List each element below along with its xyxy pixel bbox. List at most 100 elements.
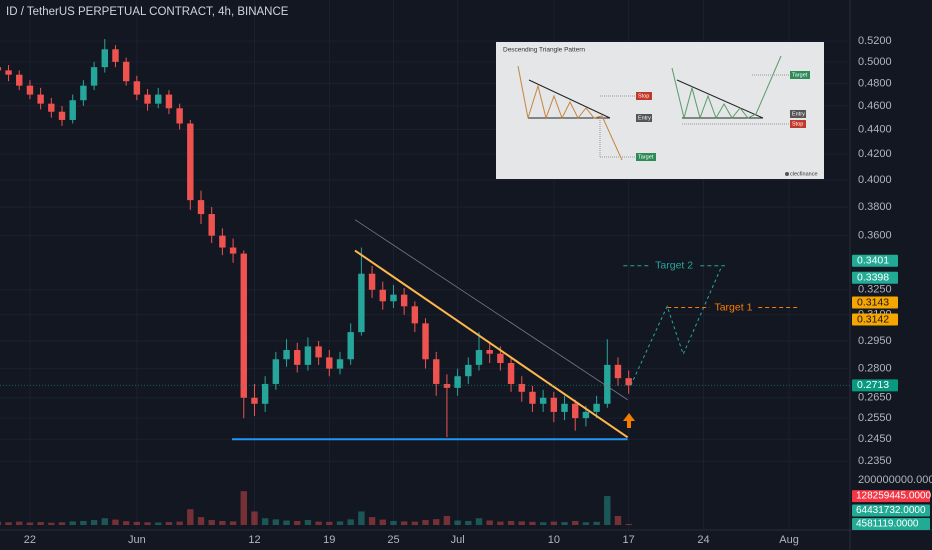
volume-bar	[368, 517, 376, 525]
candle-body	[529, 391, 536, 404]
trend-line	[630, 266, 723, 386]
candle-body	[48, 103, 55, 112]
candle-body	[261, 383, 269, 404]
candle-body	[219, 235, 226, 248]
volume-bar	[69, 521, 76, 525]
volume-bar	[604, 496, 611, 525]
candle-body	[358, 273, 365, 333]
candle-body	[240, 253, 247, 398]
volume-bar	[16, 521, 23, 525]
volume-bar	[5, 522, 12, 525]
x-tick-label: 12	[248, 534, 260, 546]
volume-bar	[593, 521, 600, 525]
volume-bar	[187, 509, 194, 525]
volume-bar	[294, 520, 301, 525]
candle-body	[336, 359, 344, 369]
volume-tick-label: 200000000.0000	[858, 474, 932, 486]
volume-bar	[90, 520, 98, 525]
volume-bar	[326, 521, 333, 525]
volume-bar	[240, 491, 247, 525]
candle-body	[283, 350, 290, 360]
price-tag-label: 0.3143	[857, 296, 889, 308]
candle-body	[165, 94, 173, 109]
candle-body	[16, 74, 23, 86]
y-tick-label: 0.2450	[858, 433, 892, 445]
target-label: Target 1	[714, 301, 752, 313]
volume-bar	[176, 521, 183, 525]
volume-bar	[400, 521, 408, 525]
volume-bar	[433, 519, 440, 525]
candle-body	[294, 350, 301, 365]
candle-body	[572, 403, 579, 419]
candle-body	[539, 397, 547, 404]
y-tick-label: 0.3600	[858, 230, 892, 242]
x-tick-label: Aug	[779, 534, 799, 546]
candle-body	[347, 332, 354, 360]
candle-body	[251, 397, 258, 404]
inset-tag	[790, 71, 810, 79]
price-tag-label: 0.3142	[857, 313, 889, 325]
candle-body	[58, 111, 66, 120]
candle-body	[187, 123, 194, 201]
candle-body	[197, 200, 205, 215]
price-tag	[852, 379, 898, 392]
candle-body	[80, 85, 87, 101]
volume-bar	[358, 511, 365, 525]
volume-bar	[497, 521, 504, 525]
grid	[0, 0, 850, 530]
price-tag-label: 0.3398	[857, 272, 889, 284]
inset-credit: clecfinance	[790, 171, 818, 177]
candle-body	[486, 350, 493, 354]
y-tick-label: 0.4000	[858, 174, 892, 186]
candle-body	[400, 294, 408, 307]
candle-body	[304, 346, 312, 365]
inset-logo	[785, 172, 789, 176]
volume-bar	[229, 521, 237, 525]
candle-body	[411, 306, 419, 324]
inset-tag	[636, 114, 652, 122]
inset-image: Descending Triangle Pattern Stop Entry T…	[496, 42, 824, 179]
volume-tag-label: 128259445.0000	[856, 491, 932, 502]
volume-bar	[539, 522, 547, 525]
volume-bar	[101, 518, 108, 525]
inset-tag	[636, 153, 656, 161]
volume-tag	[852, 517, 930, 530]
y-tick-label: 0.4600	[858, 100, 892, 112]
inset-label: Target	[792, 72, 808, 78]
target-label-bg	[709, 300, 758, 315]
candle-body	[625, 378, 632, 386]
volume-bar	[219, 520, 226, 525]
y-tick-label: 0.3800	[858, 201, 892, 213]
volume-bar	[518, 521, 525, 525]
y-tick-label: 0.5000	[858, 56, 892, 68]
x-tick-label: 25	[387, 534, 399, 546]
volume-bar	[26, 522, 34, 525]
candle-body	[422, 323, 429, 360]
candle-body	[475, 350, 483, 365]
price-tag-label: 0.3401	[857, 255, 889, 267]
y-tick-label: 0.4400	[858, 123, 892, 135]
candle-body	[518, 383, 525, 392]
candle-body	[5, 70, 12, 75]
inset-label: Stop	[792, 121, 803, 127]
volume-bar	[112, 519, 119, 525]
candle-body	[144, 94, 151, 104]
inset-label: Entry	[638, 115, 651, 121]
volume-bar	[486, 520, 493, 525]
candle-body	[465, 364, 472, 377]
volume-bar	[272, 519, 280, 525]
chart-title: ID / TetherUS PERPETUAL CONTRACT, 4h, BI…	[6, 6, 289, 18]
candle-body	[443, 383, 451, 388]
volume-bar	[507, 520, 515, 525]
candles	[0, 39, 632, 438]
arrow-icon	[623, 413, 635, 428]
inset-title: Descending Triangle Pattern	[503, 47, 585, 54]
y-tick-label: 0.2950	[858, 335, 892, 347]
price-tag-label: 0.2713	[857, 379, 889, 391]
price-tag	[852, 296, 898, 309]
x-tick-label: Jul	[451, 534, 465, 546]
volume-bar	[48, 522, 55, 525]
trend-line	[354, 219, 628, 401]
candle-body	[582, 411, 590, 419]
